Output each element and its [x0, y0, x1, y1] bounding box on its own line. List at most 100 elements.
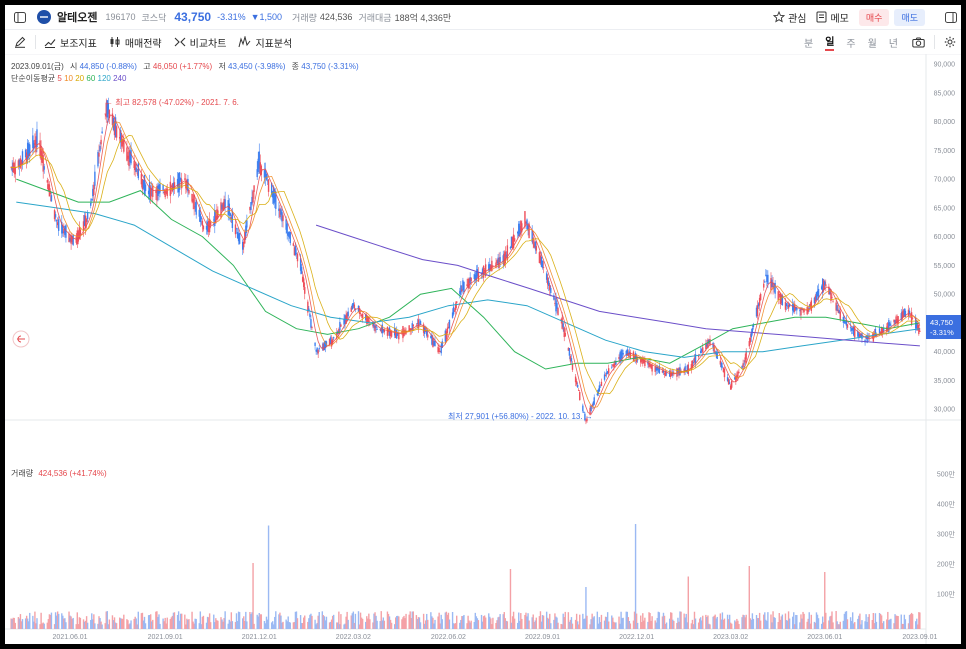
candle-body [50, 195, 53, 202]
stock-name[interactable]: 알테오젠 [57, 12, 98, 24]
price-chart[interactable]: 90,000 85,000 80,000 75,000 70,000 65,000 60,0… [5, 54, 961, 644]
candle-body [706, 343, 708, 347]
candle-body [358, 307, 361, 314]
camera-icon[interactable] [908, 37, 928, 48]
price-tick-label: 60,000 [934, 234, 956, 241]
volume-bar [882, 621, 885, 629]
candle-body [432, 338, 434, 348]
settings-gear-icon[interactable] [941, 36, 959, 48]
ohlc-info: 2023.09.01(금) 시 44,850 (-0.88%) 고 46,050… [11, 61, 359, 72]
trade-strategy-button[interactable]: 매매전략 [109, 35, 162, 50]
candle-body [764, 281, 766, 283]
candle-body [235, 228, 238, 230]
volume-bar [179, 613, 182, 629]
trade-strategy-label: 매매전략 [124, 38, 162, 50]
watch-button[interactable]: 관심 [773, 10, 806, 25]
volume-bar [779, 619, 781, 629]
volume-bar [483, 615, 486, 629]
volume-bar [177, 611, 180, 629]
volume-bar [538, 616, 541, 629]
candle-body [897, 316, 899, 324]
ma-20[interactable]: 20 [75, 74, 85, 83]
right-panel-toggle-icon[interactable] [941, 11, 961, 23]
volume-bar [511, 616, 514, 629]
ma-60[interactable]: 60 [86, 74, 96, 83]
sell-button[interactable]: 매도 [894, 8, 925, 26]
candle-body [548, 280, 550, 286]
volume-bar [904, 619, 907, 629]
reset-zoom-button[interactable] [12, 330, 30, 348]
candle-body [86, 212, 89, 220]
volume-bar [417, 617, 420, 629]
period-month[interactable]: 월 [867, 38, 877, 50]
volume-bar [389, 619, 392, 629]
volume-bar [230, 612, 233, 629]
candle-body [111, 113, 114, 126]
candle-body [29, 144, 31, 157]
volume-bar [220, 617, 222, 629]
candle-body [360, 314, 363, 317]
candle-body [535, 246, 538, 251]
indicator-analysis-button[interactable]: 지표분석 [238, 35, 292, 50]
volume-bar [470, 620, 472, 629]
candle-body [585, 420, 587, 422]
volume-bar [252, 563, 254, 629]
volume-bar [774, 617, 776, 629]
volume-bar [418, 617, 421, 629]
ma-5[interactable]: 5 [57, 74, 62, 83]
period-minute[interactable]: 분 [803, 38, 814, 50]
volume-bar [614, 622, 616, 629]
volume-bar [606, 612, 609, 629]
candle-body [641, 359, 643, 362]
candle-body [473, 274, 475, 280]
candle-body [422, 324, 425, 333]
volume-bar [872, 613, 875, 629]
price-tick-label: 75,000 [934, 148, 956, 155]
pen-icon[interactable] [9, 36, 31, 48]
info-close-label: 종 [291, 62, 300, 71]
volume-bar [185, 624, 187, 629]
period-year[interactable]: 년 [888, 38, 898, 50]
volume-bar [684, 617, 686, 629]
buy-button[interactable]: 매수 [858, 8, 890, 26]
compare-chart-button[interactable]: 비교차트 [174, 35, 226, 50]
candle-body [35, 136, 37, 153]
period-week[interactable]: 주 [846, 38, 856, 50]
candle-body [460, 285, 462, 296]
candle-body [299, 258, 302, 271]
volume-bar [365, 621, 367, 629]
candle-body [895, 316, 897, 324]
candle-body [14, 167, 16, 175]
memo-icon [816, 11, 827, 23]
candle-body [24, 149, 27, 158]
volume-bar [795, 614, 797, 629]
candle-body [628, 351, 631, 355]
volume-bar [864, 621, 866, 629]
sidebar-toggle-icon[interactable] [9, 11, 31, 23]
candle-body [830, 289, 832, 301]
candle-body [793, 303, 795, 312]
aux-indicator-button[interactable]: 보조지표 [44, 35, 97, 50]
ma-10[interactable]: 10 [64, 74, 73, 83]
volume-tick-label: 500만 [937, 470, 956, 479]
ma-120[interactable]: 120 [97, 74, 111, 83]
candle-body [165, 191, 167, 194]
ma-line-240 [315, 224, 920, 347]
candle-body [806, 307, 808, 315]
memo-button[interactable]: 메모 [816, 10, 849, 25]
candle-body [158, 184, 160, 194]
period-day[interactable]: 일 [825, 33, 835, 51]
candle-body [444, 330, 447, 342]
volume-bar [166, 617, 168, 629]
candle-body [229, 213, 232, 216]
candle-body [814, 295, 817, 302]
volume-bar [311, 615, 313, 629]
volume-bar [853, 623, 855, 629]
volume-bar [555, 616, 557, 629]
volume-bar [845, 611, 848, 629]
ma-240[interactable]: 240 [113, 74, 127, 83]
info-high-pct: (+1.77%) [179, 62, 213, 71]
volume-bar [880, 615, 883, 629]
volume-bar [889, 619, 891, 629]
candle-body [338, 328, 340, 334]
